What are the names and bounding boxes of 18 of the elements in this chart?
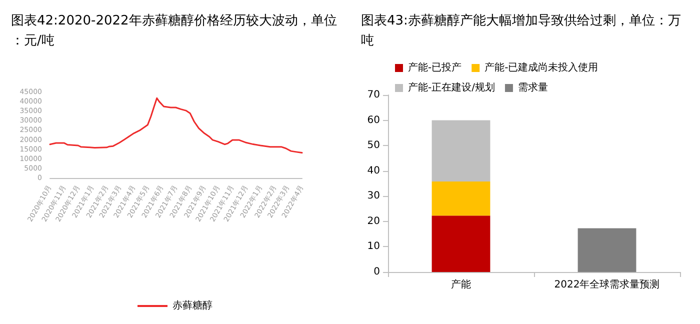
- chart-title: 图表43:赤藓糖醇产能大幅增加导致供给过剩，单位：万吨: [361, 14, 681, 48]
- y-tick-label: 40: [367, 165, 380, 176]
- y-tick-label: 70: [367, 90, 380, 100]
- chart-title: 图表42:2020-2022年赤藓糖醇价格经历较大波动，单位：元/吨: [11, 14, 337, 48]
- legend-label: 产能-正在建设/规划: [408, 82, 495, 94]
- legend-label: 需求量: [518, 82, 548, 94]
- line-series: [49, 97, 303, 154]
- legend-label: 产能-已建成尚未投入使用: [484, 62, 598, 74]
- y-tick-label: 60: [367, 114, 380, 126]
- y-tick-label: 0: [374, 266, 380, 278]
- legend-label: 产能-已投产: [408, 62, 462, 74]
- x-tick-label: 产能: [451, 278, 471, 290]
- y-tick-label: 30: [367, 190, 380, 202]
- y-tick-label: 20: [367, 216, 380, 227]
- legend-label: 赤藓糖醇: [172, 300, 212, 312]
- x-tick-label: 2022年全球需求量预测: [554, 278, 660, 290]
- y-tick-label: 10: [367, 241, 380, 252]
- y-tick-label: 50: [367, 140, 380, 152]
